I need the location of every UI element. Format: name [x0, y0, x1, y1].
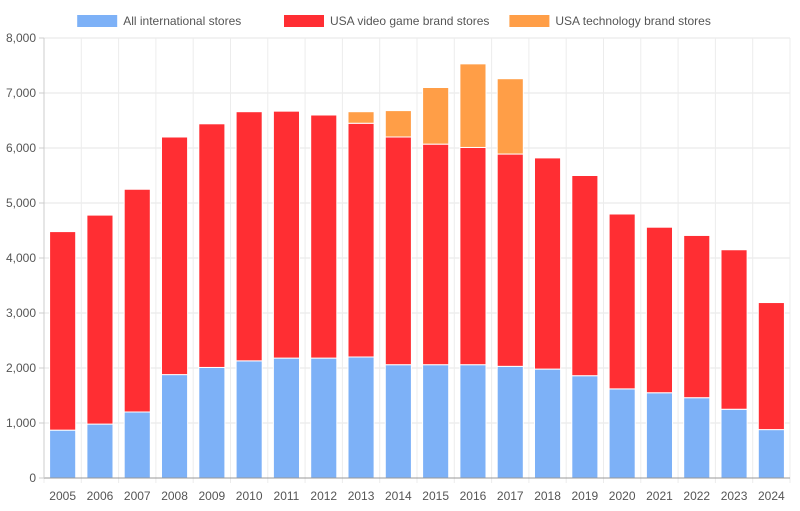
bars-group: [49, 63, 785, 479]
x-tick-label: 2015: [422, 489, 449, 503]
x-tick-label: 2005: [49, 489, 76, 503]
bar-segment-all-international-stores-2015[interactable]: [422, 364, 450, 479]
bar-segment-all-international-stores-2012[interactable]: [310, 357, 338, 479]
bar-segment-usa-video-game-brand-stores-2010[interactable]: [235, 111, 263, 362]
bar-segment-all-international-stores-2013[interactable]: [347, 356, 375, 479]
bar-segment-all-international-stores-2021[interactable]: [645, 392, 674, 479]
legend-swatch: [77, 15, 118, 27]
x-tick-label: 2018: [534, 489, 561, 503]
bar-segment-usa-technology-brand-stores-2016[interactable]: [459, 63, 487, 148]
bar-segment-all-international-stores-2022[interactable]: [683, 397, 711, 479]
axes: 0 1,000 2,000 3,000 4,000 5,000 6,000 7,000 8,00…: [6, 31, 790, 503]
bar-segment-all-international-stores-2020[interactable]: [608, 388, 636, 479]
bar-segment-usa-technology-brand-stores-2015[interactable]: [422, 87, 450, 145]
bar-segment-all-international-stores-2005[interactable]: [49, 429, 77, 479]
bar-segment-usa-technology-brand-stores-2014[interactable]: [384, 110, 412, 138]
y-tick-label: 8,000: [6, 31, 36, 45]
y-tick-label: 3,000: [6, 306, 36, 320]
bar-segment-usa-video-game-brand-stores-2020[interactable]: [608, 213, 636, 390]
bar-segment-usa-video-game-brand-stores-2006[interactable]: [86, 214, 114, 425]
bar-segment-usa-video-game-brand-stores-2009[interactable]: [198, 123, 226, 368]
legend-item-usa-technology-brand-stores[interactable]: USA technology brand stores: [509, 14, 711, 28]
bar-segment-usa-video-game-brand-stores-2014[interactable]: [384, 136, 412, 366]
x-tick-label: 2017: [497, 489, 524, 503]
legend-label: USA video game brand stores: [330, 14, 489, 28]
y-tick-label: 5,000: [6, 196, 36, 210]
x-tick-label: 2009: [198, 489, 225, 503]
bar-segment-usa-video-game-brand-stores-2013[interactable]: [347, 122, 375, 358]
bar-segment-usa-video-game-brand-stores-2012[interactable]: [310, 114, 338, 359]
legend-swatch: [284, 15, 324, 27]
y-tick-label: 4,000: [6, 251, 36, 265]
x-tick-label: 2010: [236, 489, 263, 503]
legend-swatch: [509, 15, 550, 27]
legend-label: USA technology brand stores: [555, 14, 710, 28]
legend-label: All international stores: [123, 14, 241, 28]
bar-segment-usa-video-game-brand-stores-2022[interactable]: [683, 234, 711, 399]
x-tick-label: 2011: [274, 489, 300, 503]
x-tick-label: 2014: [385, 489, 412, 503]
x-tick-label: 2023: [721, 489, 748, 503]
bar-segment-all-international-stores-2007[interactable]: [123, 411, 151, 479]
legend-item-all-international-stores[interactable]: All international stores: [77, 14, 241, 28]
bar-segment-usa-technology-brand-stores-2017[interactable]: [496, 78, 524, 155]
bar-segment-all-international-stores-2017[interactable]: [496, 365, 524, 479]
bar-segment-usa-video-game-brand-stores-2017[interactable]: [496, 153, 524, 367]
bar-segment-usa-video-game-brand-stores-2019[interactable]: [571, 175, 599, 377]
bar-segment-all-international-stores-2008[interactable]: [160, 374, 189, 479]
bar-segment-all-international-stores-2009[interactable]: [198, 366, 226, 479]
x-tick-label: 2016: [460, 489, 487, 503]
x-tick-label: 2019: [571, 489, 598, 503]
bar-segment-all-international-stores-2019[interactable]: [571, 375, 599, 479]
bar-segment-usa-video-game-brand-stores-2015[interactable]: [422, 143, 450, 366]
bar-segment-all-international-stores-2011[interactable]: [272, 357, 301, 479]
bar-segment-usa-video-game-brand-stores-2018[interactable]: [533, 157, 562, 370]
bar-segment-usa-technology-brand-stores-2013[interactable]: [347, 111, 375, 124]
bar-segment-all-international-stores-2018[interactable]: [533, 368, 562, 479]
x-tick-label: 2020: [609, 489, 636, 503]
legend: All international stores USA video game b…: [77, 14, 711, 28]
gridlines: [43, 37, 791, 483]
x-tick-label: 2012: [310, 489, 337, 503]
y-tick-label: 6,000: [6, 141, 36, 155]
bar-segment-all-international-stores-2016[interactable]: [459, 364, 487, 479]
y-tick-label: 2,000: [6, 361, 36, 375]
bar-segment-usa-video-game-brand-stores-2021[interactable]: [645, 226, 674, 394]
bar-segment-all-international-stores-2024[interactable]: [757, 429, 785, 479]
y-tick-label: 0: [29, 471, 36, 485]
y-tick-label: 7,000: [6, 86, 36, 100]
x-tick-label: 2013: [348, 489, 375, 503]
bar-segment-usa-video-game-brand-stores-2023[interactable]: [720, 249, 748, 410]
bar-segment-all-international-stores-2014[interactable]: [384, 364, 412, 479]
bar-segment-usa-video-game-brand-stores-2008[interactable]: [160, 136, 189, 376]
bar-segment-usa-video-game-brand-stores-2007[interactable]: [123, 188, 151, 413]
bar-segment-usa-video-game-brand-stores-2011[interactable]: [272, 110, 301, 359]
x-tick-label: 2022: [683, 489, 710, 503]
bar-segment-usa-video-game-brand-stores-2016[interactable]: [459, 146, 487, 366]
bar-segment-all-international-stores-2023[interactable]: [720, 408, 748, 479]
x-tick-label: 2008: [161, 489, 188, 503]
bar-segment-usa-video-game-brand-stores-2005[interactable]: [49, 231, 77, 431]
legend-item-usa-video-game-brand-stores[interactable]: USA video game brand stores: [284, 14, 489, 28]
bar-segment-all-international-stores-2006[interactable]: [86, 423, 114, 479]
bar-segment-all-international-stores-2010[interactable]: [235, 360, 263, 479]
x-tick-label: 2006: [87, 489, 114, 503]
x-tick-label: 2021: [646, 489, 673, 503]
bar-segment-usa-video-game-brand-stores-2024[interactable]: [757, 302, 785, 431]
x-tick-label: 2007: [124, 489, 151, 503]
y-tick-label: 1,000: [6, 416, 36, 430]
x-tick-label: 2024: [758, 489, 785, 503]
